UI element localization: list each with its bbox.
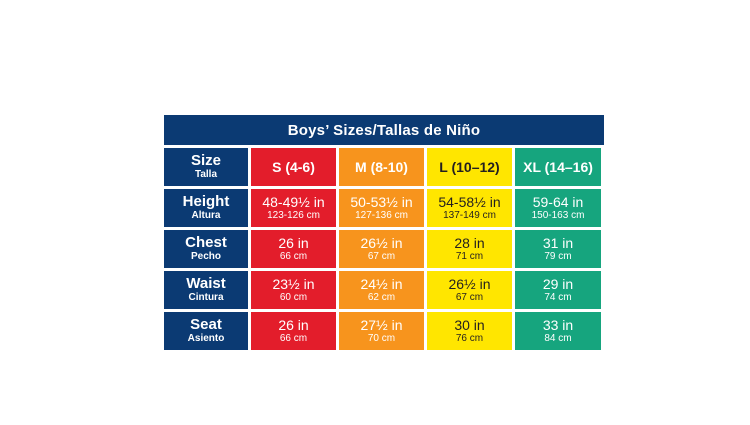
row-label-main: Chest	[185, 234, 227, 252]
value-main: 29 in	[542, 275, 574, 292]
row-label-sub: Talla	[194, 169, 218, 181]
value-main: 54-58½ in	[438, 193, 501, 210]
value-main: 50-53½ in	[350, 193, 413, 210]
value-cell-l: 26½ in 67 cm	[427, 271, 512, 309]
chart-title: Boys’ Sizes/Tallas de Niño	[164, 115, 604, 145]
table-row-chest: Chest Pecho 26 in 66 cm 26½ in 67 cm 28 …	[164, 230, 604, 268]
row-label-seat: Seat Asiento	[164, 312, 248, 350]
value-main: 26 in	[278, 316, 309, 333]
value-sub: 150-163 cm	[531, 209, 585, 221]
row-label-main: Size	[190, 152, 221, 170]
value-sub: 127-136 cm	[355, 209, 408, 221]
value-main: 28 in	[454, 234, 485, 251]
size-header-row: Size Talla S (4-6) M (8-10) L (10–12) XL…	[164, 148, 604, 186]
value-sub: 84 cm	[544, 332, 572, 344]
value-sub: 66 cm	[279, 332, 308, 344]
table-row-waist: Waist Cintura 23½ in 60 cm 24½ in 62 cm …	[164, 271, 604, 309]
value-cell-l: 28 in 71 cm	[427, 230, 512, 268]
size-header-s: S (4-6)	[251, 148, 336, 186]
value-cell-s: 26 in 66 cm	[251, 312, 336, 350]
value-main: 33 in	[542, 316, 574, 333]
value-main: 48-49½ in	[262, 193, 325, 210]
value-main: 30 in	[454, 316, 485, 333]
value-main: 23½ in	[272, 275, 315, 292]
row-label-main: Seat	[190, 316, 222, 334]
size-chart: Boys’ Sizes/Tallas de Niño Size Talla S …	[164, 115, 604, 350]
value-cell-xl: 33 in 84 cm	[515, 312, 601, 350]
value-cell-xl: 31 in 79 cm	[515, 230, 601, 268]
value-sub: 76 cm	[455, 332, 484, 344]
value-main: 27½ in	[360, 316, 403, 333]
value-main: 31 in	[542, 234, 574, 251]
size-header-m: M (8-10)	[339, 148, 424, 186]
row-label-size: Size Talla	[164, 148, 248, 186]
value-sub: 79 cm	[544, 250, 572, 262]
size-header-label: S (4-6)	[272, 158, 315, 175]
size-table: Size Talla S (4-6) M (8-10) L (10–12) XL…	[164, 148, 604, 353]
value-cell-m: 24½ in 62 cm	[339, 271, 424, 309]
value-cell-s: 26 in 66 cm	[251, 230, 336, 268]
value-sub: 137-149 cm	[443, 209, 496, 221]
value-sub: 66 cm	[279, 250, 308, 262]
value-sub: 67 cm	[367, 250, 396, 262]
value-cell-l: 54-58½ in 137-149 cm	[427, 189, 512, 227]
value-cell-m: 50-53½ in 127-136 cm	[339, 189, 424, 227]
value-cell-xl: 59-64 in 150-163 cm	[515, 189, 601, 227]
value-main: 24½ in	[360, 275, 403, 292]
value-sub: 62 cm	[367, 291, 396, 303]
size-header-l: L (10–12)	[427, 148, 512, 186]
row-label-main: Height	[182, 193, 230, 211]
row-label-sub: Pecho	[190, 251, 221, 263]
value-main: 26½ in	[448, 275, 491, 292]
value-sub: 70 cm	[367, 332, 396, 344]
value-sub: 123-126 cm	[267, 209, 320, 221]
value-cell-l: 30 in 76 cm	[427, 312, 512, 350]
row-label-waist: Waist Cintura	[164, 271, 248, 309]
size-header-label: XL (14–16)	[523, 158, 593, 175]
value-cell-m: 26½ in 67 cm	[339, 230, 424, 268]
value-sub: 67 cm	[455, 291, 484, 303]
value-sub: 71 cm	[455, 250, 484, 262]
value-cell-s: 48-49½ in 123-126 cm	[251, 189, 336, 227]
size-header-xl: XL (14–16)	[515, 148, 601, 186]
row-label-sub: Asiento	[187, 333, 225, 345]
row-label-sub: Altura	[191, 210, 221, 222]
table-row-seat: Seat Asiento 26 in 66 cm 27½ in 70 cm 30…	[164, 312, 604, 350]
value-main: 59-64 in	[532, 193, 584, 210]
value-main: 26½ in	[360, 234, 403, 251]
value-main: 26 in	[278, 234, 309, 251]
value-cell-xl: 29 in 74 cm	[515, 271, 601, 309]
value-sub: 74 cm	[544, 291, 572, 303]
row-label-chest: Chest Pecho	[164, 230, 248, 268]
table-row-height: Height Altura 48-49½ in 123-126 cm 50-53…	[164, 189, 604, 227]
value-cell-m: 27½ in 70 cm	[339, 312, 424, 350]
size-header-label: M (8-10)	[355, 158, 408, 175]
value-sub: 60 cm	[279, 291, 308, 303]
row-label-sub: Cintura	[188, 292, 224, 304]
size-header-label: L (10–12)	[439, 158, 500, 175]
row-label-main: Waist	[186, 275, 226, 293]
value-cell-s: 23½ in 60 cm	[251, 271, 336, 309]
row-label-height: Height Altura	[164, 189, 248, 227]
